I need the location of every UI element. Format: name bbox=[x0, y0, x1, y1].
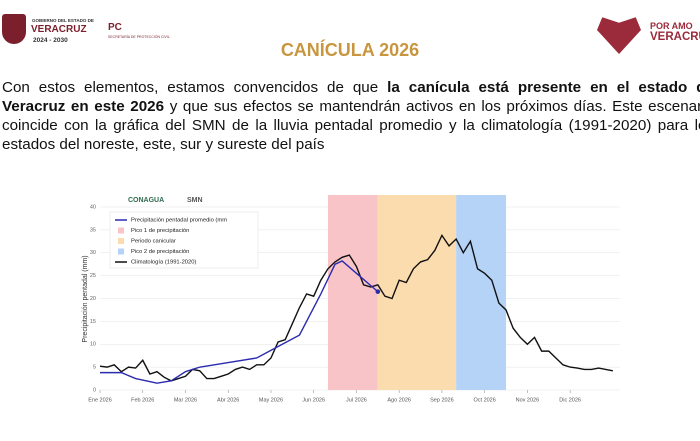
x-tick-label: Mar 2026 bbox=[174, 397, 197, 403]
band bbox=[456, 195, 507, 390]
y-tick-label: 10 bbox=[90, 342, 96, 348]
pc-logo: PC bbox=[108, 22, 122, 33]
x-tick-label: Jul 2026 bbox=[346, 397, 367, 403]
band bbox=[327, 195, 378, 390]
gov-line3: 2024 - 2030 bbox=[33, 37, 68, 44]
right-line2: VERACRUZ bbox=[650, 31, 700, 43]
x-tick-label: Dic 2026 bbox=[559, 397, 581, 403]
band bbox=[377, 195, 457, 390]
y-axis-label: Precipitación pentadal (mm) bbox=[82, 255, 89, 342]
legend-label: Periodo canicular bbox=[131, 239, 176, 245]
x-tick-label: Nov 2026 bbox=[516, 397, 540, 403]
y-tick-label: 25 bbox=[90, 273, 96, 279]
gov-line1: GOBIERNO DEL ESTADO DE bbox=[32, 18, 94, 23]
x-tick-label: May 2026 bbox=[259, 397, 283, 403]
y-tick-label: 30 bbox=[90, 250, 96, 256]
x-tick-label: Ene 2026 bbox=[88, 397, 112, 403]
legend-box bbox=[109, 211, 259, 269]
end-point bbox=[375, 289, 381, 294]
y-tick-label: 0 bbox=[93, 387, 96, 393]
x-tick-label: Jun 2026 bbox=[302, 397, 325, 403]
legend-swatch bbox=[118, 248, 124, 255]
slide-title: CANÍCULA 2026 bbox=[280, 40, 420, 60]
legend-label: Precipitación pentadal promedio (mm bbox=[131, 218, 227, 224]
legend-swatch bbox=[118, 227, 124, 234]
y-tick-label: 20 bbox=[90, 296, 96, 302]
gov-line2: VERACRUZ bbox=[31, 24, 87, 35]
y-tick-label: 5 bbox=[93, 365, 96, 371]
paragraph-bold: la canícula está presente en el estado d… bbox=[2, 79, 700, 115]
right-line1: POR AMO bbox=[650, 21, 693, 31]
series-line bbox=[100, 260, 379, 384]
x-tick-label: Oct 2026 bbox=[473, 397, 495, 403]
paragraph-rest: y que sus efectos se mantendrán activos … bbox=[2, 98, 700, 153]
y-tick-label: 35 bbox=[90, 227, 96, 233]
legend-label: Pico 2 de precipitación bbox=[131, 249, 189, 255]
shield bbox=[2, 14, 26, 44]
paragraph-intro: Con estos elementos, estamos convencidos… bbox=[2, 79, 388, 96]
y-tick-label: 15 bbox=[90, 319, 96, 325]
logo-text: SMN bbox=[187, 197, 203, 204]
x-tick-label: Ago 2026 bbox=[387, 397, 411, 403]
logo-text: CONAGUA bbox=[128, 197, 164, 204]
legend-label: Climatología (1991-2020) bbox=[131, 260, 196, 266]
y-tick-label: 40 bbox=[90, 204, 96, 210]
legend-label: Pico 1 de precipitación bbox=[131, 228, 189, 234]
x-tick-label: Feb 2026 bbox=[131, 397, 154, 403]
paragraph: Con estos elementos, estamos convencidos… bbox=[2, 78, 700, 154]
legend-swatch bbox=[118, 238, 124, 244]
series-line bbox=[99, 233, 614, 382]
pc-sub: SECRETARÍA DE PROTECCIÓN CIVIL bbox=[108, 35, 170, 39]
x-tick-label: Sep 2026 bbox=[430, 397, 454, 403]
x-tick-label: Abr 2026 bbox=[217, 397, 239, 403]
